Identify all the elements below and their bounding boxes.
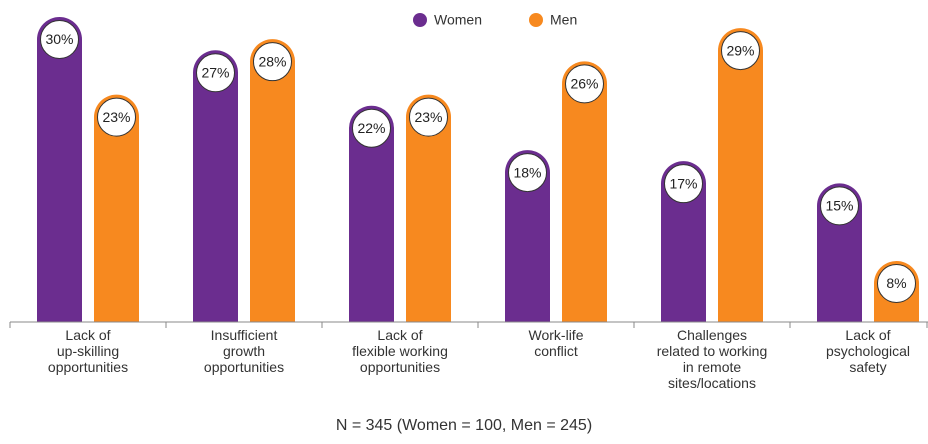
bar: [661, 161, 706, 322]
legend-label: Men: [550, 12, 577, 28]
x-tick-label: Work-life conflict: [529, 327, 584, 359]
value-badge: [877, 264, 916, 303]
value-label: 17%: [669, 175, 697, 191]
bar: [37, 17, 82, 323]
value-label: 23%: [414, 109, 442, 125]
legend-swatch: [529, 13, 543, 27]
value-badge: [40, 20, 79, 59]
bar: [718, 28, 763, 322]
x-tick-label: Insufficient growth opportunities: [204, 327, 284, 375]
bar: [406, 94, 451, 323]
x-tick-label: Challenges related to working in remote sit…: [657, 327, 768, 391]
value-badge: [352, 108, 391, 148]
value-label: 29%: [726, 42, 754, 58]
value-badge: [565, 64, 604, 104]
value-label: 27%: [201, 64, 229, 80]
value-badge: [664, 164, 703, 204]
value-label: 15%: [825, 198, 853, 214]
bar: [349, 105, 394, 322]
value-label: 8%: [886, 275, 906, 291]
value-badge: [97, 97, 136, 137]
sample-note: N = 345 (Women = 100, Men = 245): [336, 417, 592, 434]
value-label: 22%: [357, 120, 385, 136]
bar: [250, 39, 295, 322]
value-label: 18%: [513, 164, 541, 180]
bar: [94, 94, 139, 323]
x-tick-label: Lack of psychological safety: [826, 327, 910, 375]
x-tick-label: Lack of up-skilling opportunities: [48, 327, 128, 375]
value-label: 23%: [102, 109, 130, 125]
bar: [193, 50, 238, 322]
value-label: 26%: [570, 76, 598, 92]
value-badge: [196, 53, 235, 93]
value-badge: [721, 31, 760, 71]
legend-label: Women: [434, 12, 482, 28]
bar: [562, 61, 607, 322]
bar: [505, 150, 550, 322]
value-badge: [409, 97, 448, 137]
value-badge: [508, 153, 547, 193]
x-tick-label: Lack of flexible working opportunities: [352, 327, 448, 375]
value-label: 28%: [258, 53, 286, 69]
legend-swatch: [413, 13, 427, 27]
value-badge: [820, 186, 859, 226]
value-badge: [253, 42, 292, 82]
value-label: 30%: [45, 31, 73, 47]
